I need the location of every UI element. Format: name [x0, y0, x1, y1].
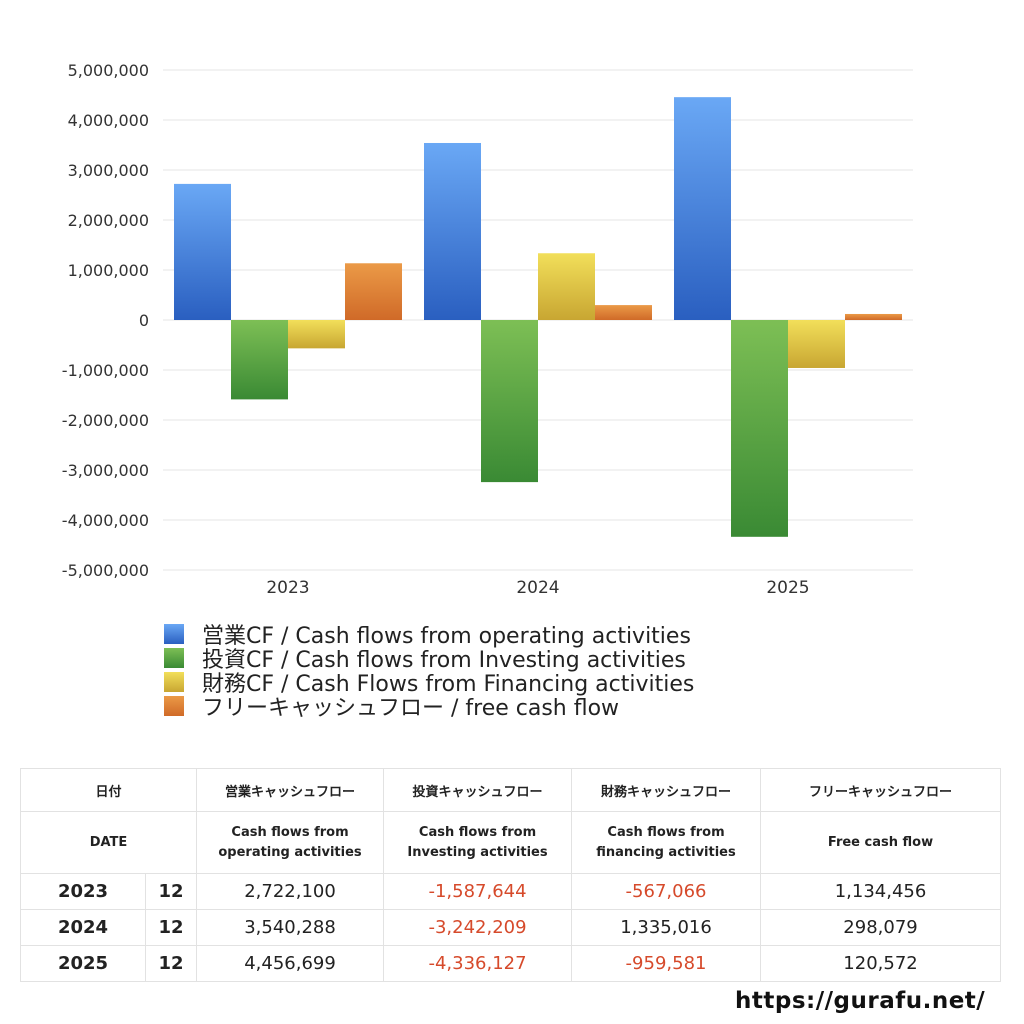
legend-swatch-operating: [164, 624, 184, 644]
x-category-label: 2024: [516, 578, 559, 598]
header-investing-en: Cash flows from Investing activities: [383, 811, 573, 874]
table-row: 2023 12 2,722,100 -1,587,644 -567,066 1,…: [20, 873, 1002, 910]
row-year: 2024: [20, 909, 146, 946]
bar-operating-2023: [174, 183, 231, 320]
header-financing-en-line1: Cash flows from: [607, 824, 725, 840]
row-operating: 4,456,699: [196, 945, 385, 982]
y-tick-label: -2,000,000: [62, 411, 149, 430]
bar-free-2024: [595, 305, 652, 320]
y-tick-label: 2,000,000: [68, 211, 149, 230]
row-month: 12: [144, 873, 198, 910]
y-tick-label: -1,000,000: [62, 361, 149, 380]
legend-item-investing: 投資CF / Cash flows from Investing activit…: [164, 646, 694, 673]
row-free: 1,134,456: [760, 873, 1002, 910]
bar-financing-2025: [788, 320, 845, 368]
legend-label-financing: 財務CF / Cash Flows from Financing activit…: [202, 672, 695, 697]
header-investing-en-line1: Cash flows from: [418, 824, 537, 840]
cash-flow-bar-chart: 5,000,000 4,000,000 3,000,000 2,000,000 1,00…: [62, 61, 913, 598]
y-tick-label: 5,000,000: [68, 61, 149, 80]
y-tick-label: -3,000,000: [62, 461, 149, 480]
legend-swatch-free: [164, 696, 184, 716]
table-row: 2025 12 4,456,699 -4,336,127 -959,581 12…: [20, 945, 1002, 982]
header-operating-jp: 営業キャッシュフロー: [196, 768, 385, 812]
row-operating: 2,722,100: [196, 873, 385, 910]
row-free: 298,079: [760, 909, 1002, 946]
bar-financing-2024: [538, 253, 595, 320]
legend-item-free: フリーキャッシュフロー / free cash flow: [164, 694, 694, 721]
bars: [174, 97, 902, 537]
header-free-jp: フリーキャッシュフロー: [760, 768, 1002, 812]
row-operating: 3,540,288: [196, 909, 385, 946]
table-header-row-jp: 日付 営業キャッシュフロー 投資キャッシュフロー 財務キャッシュフロー フリーキ…: [19, 768, 1002, 812]
row-financing: -567,066: [571, 873, 762, 910]
legend-label-operating: 営業CF / Cash flows from operating activit…: [202, 624, 691, 649]
legend-swatch-financing: [164, 672, 184, 692]
header-free-en: Free cash flow: [760, 811, 1002, 874]
row-free: 120,572: [760, 945, 1002, 982]
row-investing: -1,587,644: [383, 873, 573, 910]
row-year: 2023: [20, 873, 146, 910]
chart-legend: 営業CF / Cash flows from operating activit…: [164, 622, 694, 721]
y-axis-ticks: 5,000,000 4,000,000 3,000,000 2,000,000 1,00…: [62, 61, 149, 580]
table-header-row-en: DATE Cash flows from operating activitie…: [19, 811, 1002, 874]
row-financing: 1,335,016: [571, 909, 762, 946]
row-month: 12: [144, 945, 198, 982]
row-investing: -4,336,127: [383, 945, 573, 982]
header-financing-jp: 財務キャッシュフロー: [571, 768, 762, 812]
y-tick-label: 4,000,000: [68, 111, 149, 130]
bar-investing-2023: [231, 320, 288, 400]
y-tick-label: 0: [139, 311, 149, 330]
x-axis-categories: 2023 2024 2025: [266, 578, 809, 598]
header-date-en: DATE: [19, 811, 198, 874]
x-category-label: 2023: [266, 578, 309, 598]
header-operating-en-line2: operating activities: [218, 844, 362, 860]
header-financing-en: Cash flows from financing activities: [571, 811, 762, 874]
legend-item-financing: 財務CF / Cash Flows from Financing activit…: [164, 670, 694, 697]
x-category-label: 2025: [766, 578, 809, 598]
y-tick-label: 1,000,000: [68, 261, 149, 280]
legend-label-free: フリーキャッシュフロー / free cash flow: [202, 696, 620, 721]
row-financing: -959,581: [571, 945, 762, 982]
bar-operating-2025: [674, 97, 731, 321]
header-investing-en-line2: Investing activities: [407, 844, 548, 860]
header-operating-en: Cash flows from operating activities: [196, 811, 385, 874]
bar-free-2025: [845, 313, 902, 320]
bar-financing-2023: [288, 320, 345, 349]
legend-swatch-investing: [164, 648, 184, 668]
cash-flow-table: 日付 営業キャッシュフロー 投資キャッシュフロー 財務キャッシュフロー フリーキ…: [19, 768, 1002, 982]
table-row: 2024 12 3,540,288 -3,242,209 1,335,016 2…: [20, 909, 1002, 946]
bar-operating-2024: [424, 142, 481, 320]
footer-url[interactable]: https://gurafu.net/: [735, 988, 986, 1014]
bar-investing-2024: [481, 320, 538, 483]
header-date-jp: 日付: [19, 768, 198, 812]
row-investing: -3,242,209: [383, 909, 573, 946]
header-operating-en-line1: Cash flows from: [231, 824, 349, 840]
y-tick-label: -4,000,000: [62, 511, 149, 530]
legend-label-investing: 投資CF / Cash flows from Investing activit…: [202, 648, 686, 673]
y-tick-label: -5,000,000: [62, 561, 149, 580]
bar-investing-2025: [731, 320, 788, 537]
legend-item-operating: 営業CF / Cash flows from operating activit…: [164, 622, 694, 649]
bar-free-2023: [345, 263, 402, 320]
row-year: 2025: [20, 945, 146, 982]
y-tick-label: 3,000,000: [68, 161, 149, 180]
header-financing-en-line2: financing activities: [596, 844, 736, 860]
header-investing-jp: 投資キャッシュフロー: [383, 768, 573, 812]
row-month: 12: [144, 909, 198, 946]
